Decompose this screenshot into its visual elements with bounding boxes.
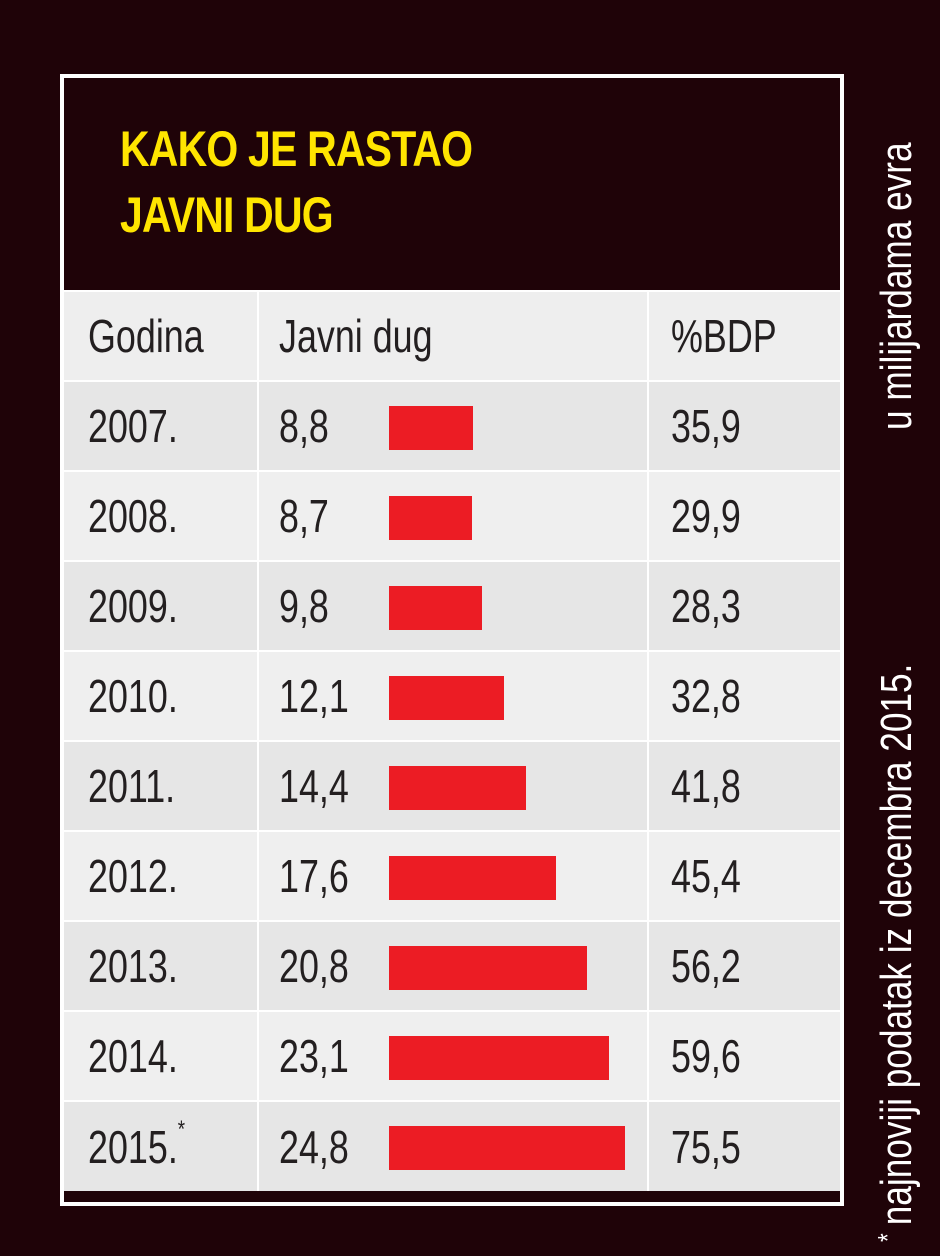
cell-year: 2009. — [64, 560, 259, 651]
header-year: Godina — [64, 290, 259, 381]
debt-value-label: 9,8 — [279, 580, 329, 632]
table-row: 2008. 8,7 29,9 — [64, 470, 840, 561]
table-row: 2007. 8,8 35,9 — [64, 380, 840, 471]
debt-bar — [389, 1036, 609, 1080]
footnote-marker: * — [872, 1233, 903, 1242]
cell-gdp-pct: 41,8 — [648, 740, 840, 831]
cell-debt: 24,8 — [258, 1100, 649, 1191]
debt-value-label: 14,4 — [279, 760, 349, 812]
infographic-card: KAKO JE RASTAO JAVNI DUG Godina Javni du… — [60, 74, 844, 1206]
cell-gdp-pct: 59,6 — [648, 1010, 840, 1101]
debt-bar — [389, 586, 483, 630]
header-debt: Javni dug — [258, 290, 649, 381]
cell-debt: 23,1 — [258, 1010, 649, 1101]
table-row: 2009. 9,8 28,3 — [64, 560, 840, 651]
debt-value-label: 24,8 — [279, 1120, 349, 1173]
cell-gdp-pct: 28,3 — [648, 560, 840, 651]
table-row: 2012. 17,6 45,4 — [64, 830, 840, 921]
debt-value-label: 23,1 — [279, 1030, 349, 1082]
debt-value-label: 17,6 — [279, 850, 349, 902]
debt-bar — [389, 856, 557, 900]
header-gdp-pct: %BDP — [648, 290, 840, 381]
table-row: 2013. 20,8 56,2 — [64, 920, 840, 1011]
debt-bar — [389, 676, 505, 720]
cell-gdp-pct: 56,2 — [648, 920, 840, 1011]
title-line-1: KAKO JE RASTAO — [120, 121, 473, 177]
cell-debt: 12,1 — [258, 650, 649, 741]
table-row: 2014. 23,1 59,6 — [64, 1010, 840, 1101]
table-header-row: Godina Javni dug %BDP — [64, 290, 840, 381]
table-body: 2007. 8,8 35,9 2008. 8,7 29,9 2009. 9,8 28,3 2010… — [64, 380, 840, 1191]
cell-year: 2014. — [64, 1010, 259, 1101]
footnote: * najnoviji podatak iz decembra 2015. — [872, 664, 922, 1242]
debt-value-label: 8,8 — [279, 400, 329, 452]
cell-year: 2010. — [64, 650, 259, 741]
cell-debt: 14,4 — [258, 740, 649, 831]
cell-debt: 17,6 — [258, 830, 649, 921]
table-row: 2015.* 24,8 75,5 — [64, 1100, 840, 1191]
cell-gdp-pct: 45,4 — [648, 830, 840, 921]
cell-gdp-pct: 35,9 — [648, 380, 840, 471]
cell-year: 2015.* — [64, 1100, 259, 1191]
cell-year: 2011. — [64, 740, 259, 831]
cell-gdp-pct: 75,5 — [648, 1100, 840, 1191]
units-note: u milijardama evra — [872, 142, 921, 431]
debt-bar — [389, 946, 587, 990]
cell-debt: 8,7 — [258, 470, 649, 561]
cell-year: 2008. — [64, 470, 259, 561]
cell-debt: 9,8 — [258, 560, 649, 651]
cell-gdp-pct: 32,8 — [648, 650, 840, 741]
title-line-2: JAVNI DUG — [120, 187, 334, 243]
cell-year: 2007. — [64, 380, 259, 471]
cell-debt: 20,8 — [258, 920, 649, 1011]
debt-bar — [389, 1126, 625, 1170]
debt-bar — [389, 496, 472, 540]
footnote-text: najnoviji podatak iz decembra 2015. — [872, 663, 921, 1226]
footnote-marker: * — [177, 1115, 186, 1143]
table-row: 2011. 14,4 41,8 — [64, 740, 840, 831]
cell-gdp-pct: 29,9 — [648, 470, 840, 561]
cell-year: 2013. — [64, 920, 259, 1011]
debt-value-label: 12,1 — [279, 670, 349, 722]
debt-table: Godina Javni dug %BDP 2007. 8,8 35,9 2008. 8… — [64, 290, 840, 1191]
cell-debt: 8,8 — [258, 380, 649, 471]
chart-title: KAKO JE RASTAO JAVNI DUG — [120, 116, 473, 248]
debt-bar — [389, 766, 527, 810]
cell-year: 2012. — [64, 830, 259, 921]
debt-value-label: 20,8 — [279, 940, 349, 992]
debt-bar — [389, 406, 473, 450]
debt-value-label: 8,7 — [279, 490, 329, 542]
table-row: 2010. 12,1 32,8 — [64, 650, 840, 741]
